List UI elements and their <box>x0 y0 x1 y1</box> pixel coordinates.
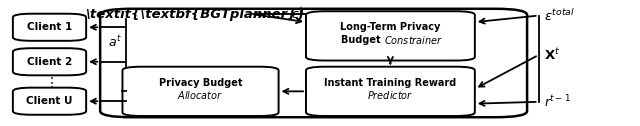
FancyBboxPatch shape <box>13 48 86 75</box>
Text: $\vdots$: $\vdots$ <box>44 75 54 90</box>
FancyBboxPatch shape <box>13 88 86 115</box>
Text: $a^t$: $a^t$ <box>108 34 122 50</box>
Text: $\it{Allocator}$: $\it{Allocator}$ <box>177 89 223 101</box>
Text: Client U: Client U <box>26 96 73 106</box>
Text: $\epsilon^t$: $\epsilon^t$ <box>291 7 305 22</box>
Text: $\epsilon^{total}$: $\epsilon^{total}$ <box>544 8 575 24</box>
Text: $\it{Predictor}$: $\it{Predictor}$ <box>367 89 413 101</box>
FancyBboxPatch shape <box>13 14 86 41</box>
Text: $r^{t-1}$: $r^{t-1}$ <box>544 93 571 110</box>
Text: Budget: Budget <box>341 35 384 45</box>
Text: Client 2: Client 2 <box>27 57 72 67</box>
FancyBboxPatch shape <box>306 67 475 116</box>
FancyBboxPatch shape <box>122 67 278 116</box>
Text: \textit{\textbf{BGTplanner}}: \textit{\textbf{BGTplanner}} <box>85 8 306 21</box>
FancyBboxPatch shape <box>100 9 527 117</box>
Text: Long-Term Privacy: Long-Term Privacy <box>340 22 440 32</box>
Text: $\mathbf{X}^t$: $\mathbf{X}^t$ <box>544 47 561 63</box>
Text: Instant Training Reward: Instant Training Reward <box>324 78 456 88</box>
Text: Client 1: Client 1 <box>27 22 72 32</box>
Text: $\it{Constrainer}$: $\it{Constrainer}$ <box>384 34 444 46</box>
FancyBboxPatch shape <box>306 11 475 60</box>
Text: Privacy Budget: Privacy Budget <box>159 78 243 88</box>
